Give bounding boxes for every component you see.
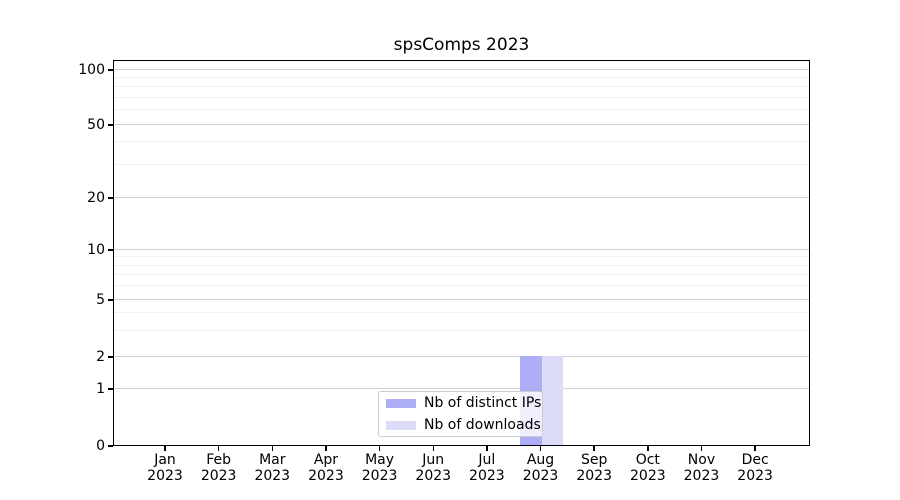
x-tick-mark (164, 446, 166, 451)
x-tick-month: Aug (526, 452, 555, 468)
y-axis-tick-label: 20 (87, 189, 105, 206)
gridline-minor (114, 164, 809, 166)
x-tick-year: 2023 (683, 468, 720, 484)
x-tick-month: Dec (741, 452, 769, 468)
x-tick-year: 2023 (522, 468, 559, 484)
x-tick-year: 2023 (630, 468, 666, 484)
x-axis-tick-label: Jun 2023 (403, 452, 463, 484)
x-axis-tick-label: Nov 2023 (671, 452, 731, 484)
legend-swatch (386, 420, 416, 430)
x-tick-mark (486, 446, 488, 451)
x-axis-tick-label: Jan 2023 (135, 452, 195, 484)
x-axis-tick-label: Sep 2023 (564, 452, 624, 484)
x-tick-month: Jul (478, 452, 496, 468)
y-tick-mark (108, 445, 113, 447)
y-tick-mark (108, 299, 113, 301)
x-tick-mark (647, 446, 649, 451)
x-tick-year: 2023 (200, 468, 237, 484)
x-tick-year: 2023 (737, 468, 773, 484)
gridline-major (114, 355, 809, 357)
x-tick-mark (325, 446, 327, 451)
y-tick-mark (108, 356, 113, 358)
x-tick-mark (593, 446, 595, 451)
x-axis-tick-label: Apr 2023 (296, 452, 356, 484)
gridline-major (114, 387, 809, 389)
y-axis-tick-label: 5 (96, 292, 105, 308)
gridline-minor (114, 312, 809, 314)
x-axis-tick-label: Jul 2023 (457, 452, 517, 484)
y-axis-tick-label: 0 (96, 438, 105, 454)
x-tick-month: May (365, 452, 395, 468)
x-tick-mark (432, 446, 434, 451)
gridline-major (114, 248, 809, 250)
x-tick-month: Sep (580, 452, 608, 468)
x-tick-month: Apr (313, 452, 339, 468)
gridline-minor (114, 256, 809, 258)
gridline-minor (114, 285, 809, 287)
x-tick-mark (271, 446, 273, 451)
x-tick-year: 2023 (576, 468, 612, 484)
x-axis-tick-label: Aug 2023 (511, 452, 571, 484)
x-tick-year: 2023 (147, 468, 183, 484)
x-tick-year: 2023 (415, 468, 452, 484)
legend-swatch (386, 398, 416, 408)
x-axis-tick-label: Dec 2023 (725, 452, 785, 484)
y-axis-tick-label: 1 (96, 380, 105, 397)
x-tick-year: 2023 (254, 468, 291, 484)
gridline-minor (114, 330, 809, 332)
x-tick-mark (378, 446, 381, 451)
y-tick-mark (108, 197, 113, 199)
x-tick-year: 2023 (361, 468, 398, 484)
gridline-major (114, 196, 809, 198)
gridline-major (114, 298, 809, 300)
legend-item: Nb of downloads (386, 417, 541, 433)
gridline-minor (114, 274, 809, 276)
y-tick-mark (108, 249, 113, 251)
y-tick-mark (108, 388, 113, 390)
y-tick-mark (108, 124, 113, 126)
x-tick-year: 2023 (308, 468, 344, 484)
x-axis-tick-label: Oct 2023 (618, 452, 678, 484)
x-tick-mark (539, 446, 542, 451)
gridline-minor (114, 96, 809, 98)
gridline-major (114, 68, 809, 70)
x-tick-mark (700, 446, 703, 451)
x-tick-month: Mar (259, 452, 286, 468)
gridline-minor (114, 264, 809, 266)
x-tick-month: Nov (687, 452, 716, 468)
x-tick-month: Feb (206, 452, 232, 468)
y-axis-tick-label: 50 (87, 117, 105, 133)
x-axis-tick-label: Feb 2023 (189, 452, 249, 484)
plot-area (113, 60, 810, 446)
y-axis-tick-label: 10 (87, 241, 105, 258)
bar-nb-of-downloads (541, 356, 564, 445)
x-tick-month: Jan (154, 452, 176, 468)
legend: Nb of distinct IPs Nb of downloads (378, 391, 543, 437)
x-tick-mark (217, 446, 220, 451)
x-tick-month: Oct (635, 452, 660, 468)
x-tick-year: 2023 (469, 468, 505, 484)
gridline-minor (114, 109, 809, 110)
gridline-minor (114, 76, 809, 78)
legend-label: Nb of downloads (424, 417, 541, 433)
legend-label: Nb of distinct IPs (424, 395, 542, 411)
x-tick-month: Jun (422, 452, 445, 468)
x-tick-mark (754, 446, 756, 451)
gridline-minor (114, 86, 809, 88)
y-tick-mark (108, 69, 113, 71)
chart-title: spsComps 2023 (393, 35, 530, 55)
x-axis-tick-label: Mar 2023 (242, 452, 302, 484)
gridline-major (114, 123, 809, 125)
y-axis-tick-label: 100 (78, 61, 105, 78)
x-axis-tick-label: May 2023 (350, 452, 410, 484)
y-axis-tick-label: 2 (96, 348, 105, 365)
legend-item: Nb of distinct IPs (386, 395, 541, 411)
gridline-minor (114, 141, 809, 143)
